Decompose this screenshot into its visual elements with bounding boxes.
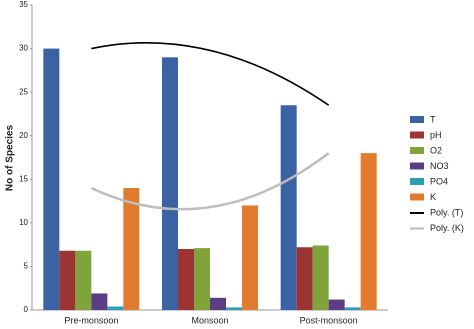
bar — [328, 299, 345, 310]
bar — [178, 249, 194, 310]
bar — [107, 306, 124, 310]
legend-swatch — [410, 178, 424, 185]
legend-swatch — [410, 162, 424, 170]
x-tick-label: Post-monsoon — [300, 315, 358, 325]
bar — [210, 297, 226, 310]
legend-label: K — [430, 192, 436, 202]
legend-swatch — [410, 116, 424, 123]
bar — [194, 248, 210, 310]
bar — [43, 48, 60, 310]
bar — [312, 245, 329, 310]
bar — [91, 293, 108, 310]
legend-swatch — [410, 131, 424, 139]
bar — [226, 307, 242, 310]
bar — [75, 250, 92, 310]
legend-swatch — [410, 147, 424, 154]
legend-label: NO3 — [430, 161, 449, 171]
x-tick-label: Monsoon — [191, 315, 228, 325]
bar — [242, 205, 258, 310]
bar — [280, 105, 297, 310]
bar — [123, 188, 140, 310]
y-axis-title: No of Species — [5, 125, 16, 192]
legend-label: O2 — [430, 145, 442, 155]
y-tick-label: 0 — [24, 305, 29, 314]
legend-label: Poly. (T) — [430, 207, 463, 217]
y-tick-label: 20 — [19, 131, 28, 140]
legend-label: T — [430, 114, 436, 124]
bar — [344, 307, 361, 310]
y-tick-label: 10 — [19, 218, 28, 227]
y-tick-label: 35 — [19, 0, 28, 9]
legend-label: PO4 — [430, 176, 448, 186]
x-tick-label: Pre-monsoon — [64, 315, 118, 325]
trend-line — [91, 41, 330, 106]
trend-line — [90, 152, 330, 211]
y-tick-label: 15 — [19, 174, 28, 183]
y-tick-label: 5 — [24, 262, 29, 271]
bar — [360, 153, 377, 310]
bar — [59, 250, 76, 310]
bar — [162, 57, 178, 311]
bar — [296, 247, 313, 310]
legend-swatch — [410, 193, 424, 201]
legend-label: Poly. (K) — [430, 223, 464, 233]
legend-label: pH — [430, 130, 442, 140]
y-tick-label: 25 — [19, 87, 28, 96]
y-tick-label: 30 — [19, 44, 28, 53]
